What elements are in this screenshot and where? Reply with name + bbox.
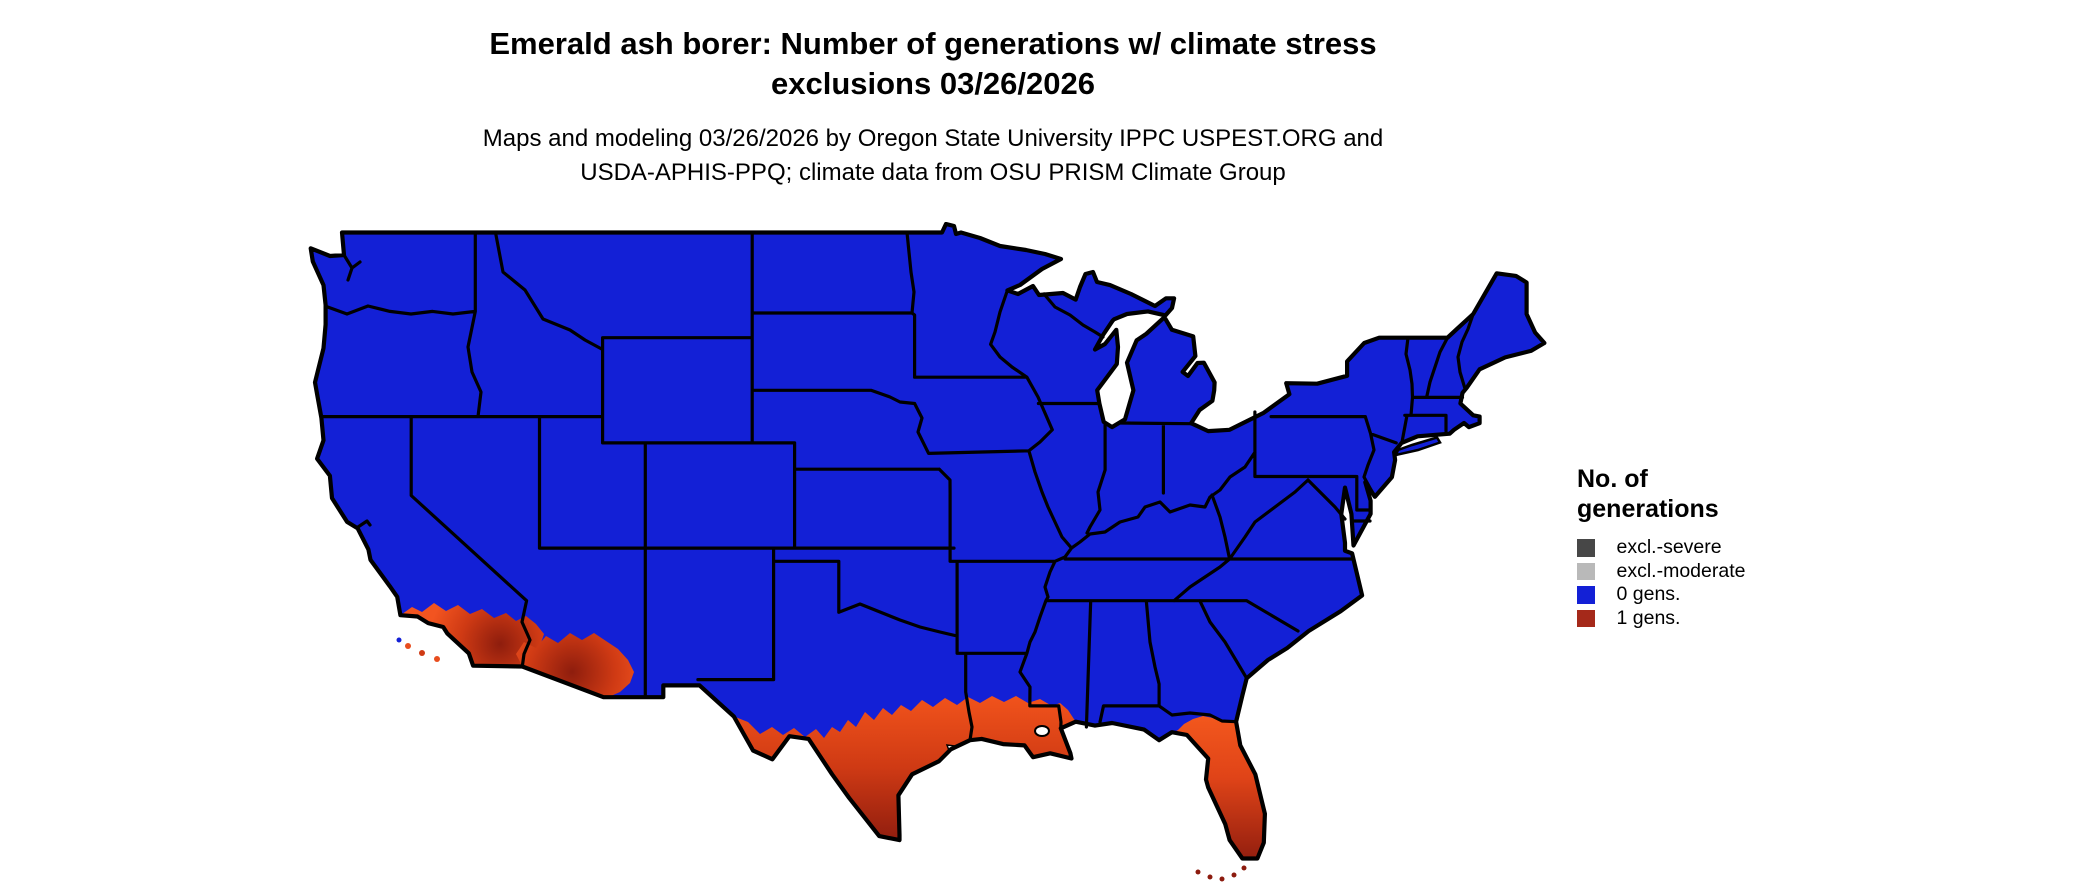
legend-item-excl-moderate: excl.-moderate — [1577, 560, 1745, 584]
region-one-gen-arizona — [516, 633, 634, 698]
legend-label-excl-severe: excl.-severe — [1616, 536, 1722, 559]
page-title-line1: Emerald ash borer: Number of generations… — [489, 26, 1377, 61]
legend-item-one-gen: 1 gens. — [1577, 607, 1745, 631]
swatch-excl-severe — [1577, 539, 1595, 557]
legend-title-line2: generations — [1577, 495, 1719, 523]
page-title: Emerald ash borer: Number of generations… — [308, 24, 1558, 104]
map-legend: No. of generations excl.-severe excl.-mo… — [1577, 464, 1745, 630]
florida-keys — [1195, 865, 1247, 882]
page-subtitle: Maps and modeling 03/26/2026 by Oregon S… — [308, 122, 1558, 190]
legend-label-excl-moderate: excl.-moderate — [1616, 559, 1746, 582]
state-borders — [319, 230, 1475, 742]
legend-item-zero-gens: 0 gens. — [1577, 583, 1745, 607]
swatch-excl-moderate — [1577, 562, 1595, 580]
us-generations-map — [300, 222, 1550, 882]
region-one-gen-southern-california — [400, 603, 544, 667]
swatch-zero-gens — [1577, 586, 1595, 604]
region-one-gen-florida — [1166, 716, 1265, 859]
legend-title-line1: No. of — [1577, 465, 1648, 493]
page-subtitle-line2: USDA-APHIS-PPQ; climate data from OSU PR… — [580, 159, 1286, 186]
lake-pontchartrain — [1034, 725, 1050, 737]
legend-items: excl.-severe excl.-moderate 0 gens. 1 ge… — [1577, 536, 1745, 630]
channel-islands — [396, 637, 440, 662]
page-title-line2: exclusions 03/26/2026 — [770, 66, 1095, 101]
long-island — [1393, 436, 1442, 457]
region-one-gen-texas-louisiana — [733, 696, 1076, 841]
legend-item-excl-severe: excl.-severe — [1577, 536, 1745, 560]
legend-label-one-gen: 1 gens. — [1616, 606, 1681, 629]
legend-label-zero-gens: 0 gens. — [1616, 583, 1681, 606]
swatch-one-gen — [1577, 609, 1595, 627]
page-subtitle-line1: Maps and modeling 03/26/2026 by Oregon S… — [482, 125, 1384, 152]
legend-title: No. of generations — [1577, 464, 1745, 524]
mobile-bay — [1096, 725, 1104, 739]
